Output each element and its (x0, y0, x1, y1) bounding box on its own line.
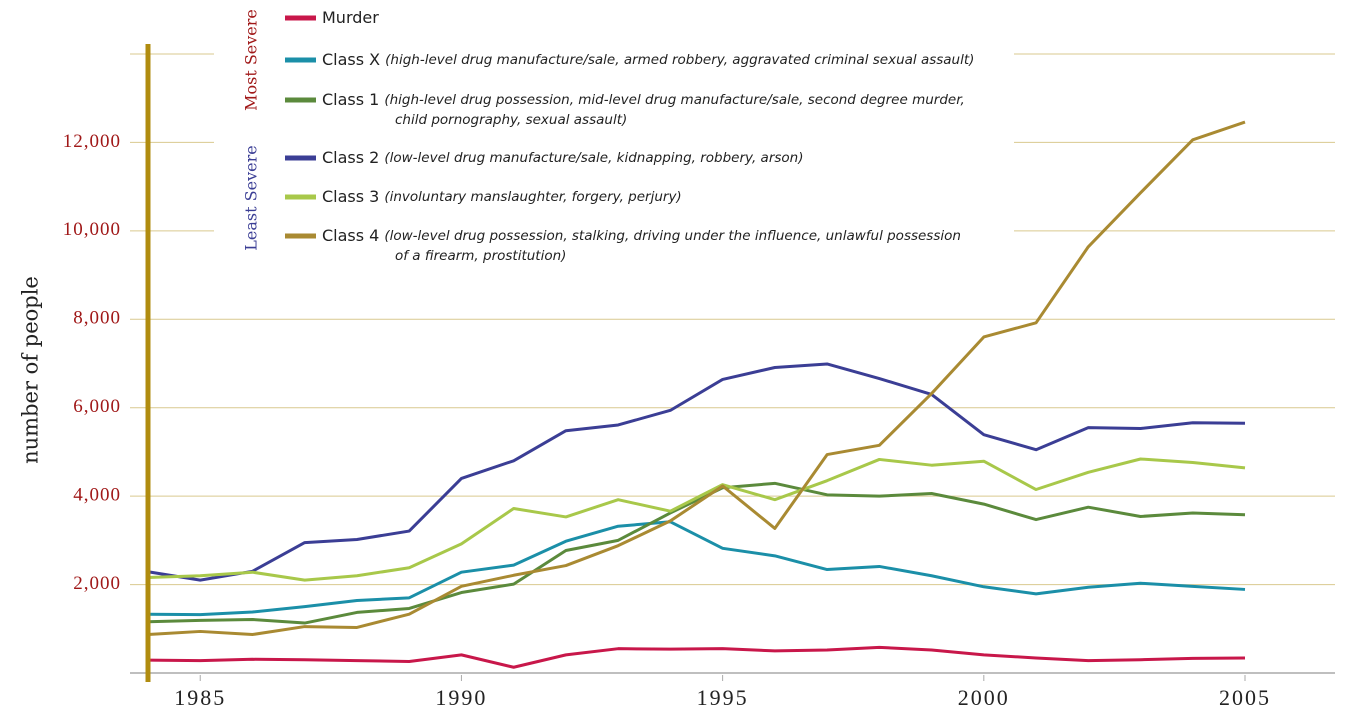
least-severe-label: Least Severe (242, 145, 261, 250)
legend-description: (low-level drug possession, stalking, dr… (384, 228, 961, 244)
legend-entry: Class 2 (low-level drug manufacture/sale,… (322, 148, 804, 167)
legend-entry: Class 4 (low-level drug possession, stalk… (322, 226, 961, 245)
x-tick-label: 1995 (697, 685, 749, 710)
legend-description: (high-level drug possession, mid-level d… (384, 92, 964, 108)
legend-entry: Class 3 (involuntary manslaughter, forger… (322, 187, 682, 206)
legend: Murder Class X (high-level drug manufactur… (285, 8, 974, 264)
legend-name: Class X (322, 50, 380, 69)
legend-name: Class 1 (322, 90, 379, 109)
legend-name: Class 2 (322, 148, 379, 167)
legend-background (214, 0, 1014, 272)
legend-description: (low-level drug manufacture/sale, kidnap… (384, 150, 803, 166)
y-tick-label: 8,000 (73, 308, 121, 329)
series-line (147, 520, 1246, 617)
x-tick-label: 1990 (435, 685, 487, 710)
y-axis-label: number of people (19, 276, 43, 464)
legend-entry: Class 1 (high-level drug possession, mid-… (322, 90, 965, 109)
y-tick-label: 12,000 (63, 131, 121, 152)
legend-description: child pornography, sexual assault) (395, 112, 627, 128)
x-tick-label: 2005 (1219, 685, 1271, 710)
grid: 2,000 4,000 6,000 8,000 10,000 12,000 1985 1990… (63, 53, 1335, 710)
legend-name: Class 4 (322, 226, 379, 245)
series-line (147, 481, 1246, 625)
legend-name: Class 3 (322, 187, 379, 206)
legend-description: of a firearm, prostitution) (395, 248, 566, 264)
legend-entry: Class X (high-level drug manufacture/sale… (322, 50, 974, 69)
series-line (147, 457, 1246, 582)
y-tick-label: 6,000 (73, 396, 121, 417)
x-tick-label: 1985 (174, 685, 226, 710)
y-tick-label: 4,000 (73, 485, 121, 506)
lines (147, 120, 1246, 669)
legend-description: (high-level drug manufacture/sale, armed… (385, 52, 974, 68)
legend-description: (involuntary manslaughter, forgery, perj… (384, 189, 681, 205)
y-tick-label: 2,000 (73, 573, 121, 594)
legend-name: Murder (322, 8, 379, 27)
legend-entry: Murder (322, 8, 379, 27)
series-line (147, 120, 1246, 637)
most-severe-label: Most Severe (242, 9, 261, 111)
series-line (147, 645, 1246, 669)
y-tick-label: 10,000 (63, 219, 121, 240)
series-line (147, 362, 1246, 582)
x-tick-label: 2000 (958, 685, 1010, 710)
